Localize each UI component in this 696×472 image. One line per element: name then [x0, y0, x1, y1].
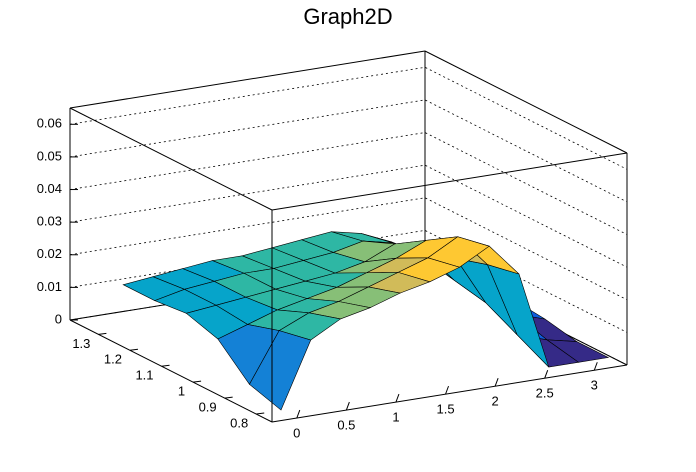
- z-tick-label: 0.04: [37, 181, 62, 196]
- grid-line: [69, 197, 628, 301]
- grid-line: [69, 229, 628, 333]
- x-tick-label: 1: [392, 410, 399, 425]
- y-tick-label: 0.8: [230, 415, 248, 430]
- grid-line: [69, 66, 628, 170]
- x-tick-label: 0: [293, 425, 300, 440]
- y-tick: [193, 380, 202, 383]
- y-tick: [256, 412, 265, 415]
- x-tick-label: 2.5: [536, 386, 554, 401]
- surface-patch: [249, 330, 312, 411]
- y-tick: [161, 364, 170, 367]
- y-tick: [98, 332, 107, 335]
- x-tick: [544, 370, 549, 379]
- y-tick: [224, 396, 233, 399]
- y-axis: [69, 319, 273, 423]
- y-tick-label: 1.2: [104, 352, 122, 367]
- x-axis: [271, 364, 628, 423]
- y-tick-label: 0.9: [199, 400, 217, 415]
- y-tick-label: 1.3: [72, 336, 90, 351]
- x-tick-label: 0.5: [337, 417, 355, 432]
- x-tick-label: 1.5: [436, 402, 454, 417]
- x-tick-label: 2: [491, 394, 498, 409]
- z-tick-label: 0.03: [37, 214, 62, 229]
- grid-line: [69, 99, 628, 203]
- z-tick-label: 0.02: [37, 246, 62, 261]
- grid-line: [69, 132, 628, 235]
- z-tick-label: 0.05: [37, 148, 62, 163]
- x-tick-label: 3: [591, 378, 598, 393]
- x-tick: [494, 378, 499, 387]
- x-tick: [593, 362, 598, 371]
- box-edge: [69, 107, 273, 211]
- x-tick: [395, 393, 400, 403]
- z-tick-label: 0.01: [37, 279, 62, 294]
- x-tick: [345, 401, 350, 411]
- x-tick: [445, 385, 450, 395]
- chart-title: Graph2D: [303, 4, 392, 29]
- y-tick-label: 1: [178, 384, 185, 399]
- z-tick-label: 0: [55, 311, 62, 326]
- z-tick-label: 0.06: [37, 116, 62, 131]
- y-tick: [129, 348, 139, 351]
- y-tick-label: 1.1: [135, 368, 153, 383]
- grid-line: [69, 164, 628, 268]
- box-edge: [271, 152, 628, 211]
- x-tick: [296, 409, 301, 419]
- box-edge: [69, 50, 426, 109]
- box-edge: [424, 50, 628, 154]
